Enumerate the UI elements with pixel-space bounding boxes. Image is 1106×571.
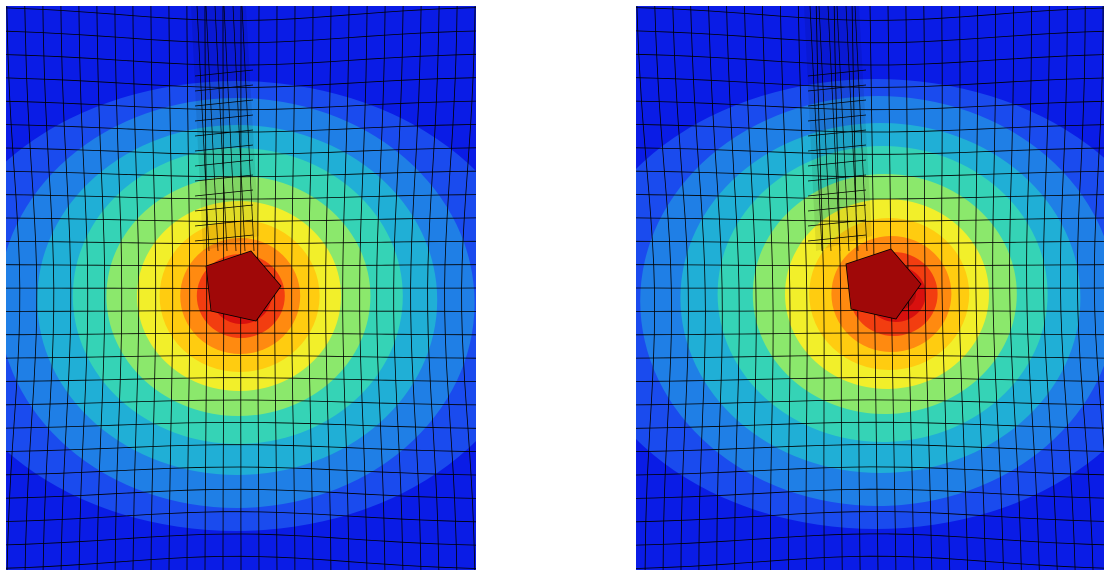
mesh-line-horizontal	[6, 77, 476, 88]
notch-mesh-line	[194, 69, 254, 77]
notch-mesh-line	[807, 99, 867, 107]
notch-mesh-line	[223, 6, 237, 252]
notch-mesh-line	[807, 129, 867, 137]
notch-mesh-line	[827, 6, 841, 252]
notch-mesh-line	[807, 234, 867, 242]
contour-panel-left	[6, 6, 476, 570]
notch-mesh	[194, 6, 255, 252]
mesh-line-horizontal	[636, 170, 1104, 178]
notch-mesh-line	[809, 6, 823, 252]
contour-plot-left	[6, 6, 476, 570]
mesh-line-horizontal	[6, 355, 476, 359]
notch-mesh-line	[194, 174, 254, 182]
hotspot-core	[205, 250, 282, 322]
mesh-grid	[6, 6, 476, 570]
mesh-line-horizontal	[6, 147, 476, 155]
mesh-line-horizontal	[6, 240, 476, 245]
notch-mesh-line	[241, 6, 255, 252]
notch-mesh	[807, 6, 868, 252]
mesh-line-horizontal	[6, 194, 476, 200]
mesh-line-horizontal	[636, 147, 1104, 155]
mesh-line-horizontal	[6, 332, 476, 336]
notch-mesh-line	[194, 234, 254, 242]
notch-mesh-line	[194, 219, 254, 227]
mesh-line-horizontal	[636, 124, 1104, 133]
mesh-line-horizontal	[636, 444, 1104, 452]
mesh-line-horizontal	[6, 7, 476, 21]
notch-mesh-line	[194, 144, 254, 152]
mesh-line-horizontal	[6, 399, 476, 406]
notch-mesh-line	[836, 6, 850, 252]
notch-mesh-line	[807, 159, 867, 167]
mesh-line-horizontal	[636, 377, 1104, 382]
notch-mesh-line	[214, 6, 228, 252]
mesh-line-horizontal	[636, 421, 1104, 429]
contour-plot-right	[636, 6, 1104, 570]
notch-mesh-line	[194, 204, 254, 212]
mesh-line-horizontal	[6, 444, 476, 452]
notch-mesh-line	[807, 69, 867, 77]
mesh-line-horizontal	[636, 332, 1104, 336]
notch-mesh-line	[807, 189, 867, 197]
mesh-line-horizontal	[6, 53, 476, 66]
notch-mesh-line	[854, 6, 868, 252]
mesh-line-horizontal	[636, 7, 1104, 21]
mesh-line-horizontal	[636, 488, 1104, 499]
mesh-line-horizontal	[636, 511, 1104, 523]
notch-mesh-line	[194, 189, 254, 197]
mesh-line-horizontal	[636, 53, 1104, 66]
mesh-line-horizontal	[6, 466, 476, 476]
mesh-line-horizontal	[636, 77, 1104, 88]
mesh-line-horizontal	[636, 399, 1104, 406]
notch-mesh-line	[194, 114, 254, 122]
notch-mesh-line	[194, 84, 254, 92]
contour-panel-right	[636, 6, 1104, 570]
notch-mesh-line	[845, 6, 859, 252]
mesh-line-horizontal	[636, 555, 1104, 569]
mesh-line-horizontal	[6, 422, 476, 429]
notch-mesh-line	[194, 129, 254, 137]
mesh-line-horizontal	[636, 217, 1104, 222]
notch-mesh-line	[818, 6, 832, 252]
mesh-line-horizontal	[636, 354, 1104, 359]
mesh-line-horizontal	[6, 533, 476, 546]
mesh-line-horizontal	[636, 194, 1104, 200]
notch-mesh-line	[196, 6, 210, 252]
mesh-line-horizontal	[6, 488, 476, 499]
notch-mesh-line	[807, 219, 867, 227]
mesh-line-horizontal	[6, 555, 476, 569]
mesh-line-horizontal	[636, 100, 1104, 111]
mesh-line-horizontal	[6, 377, 476, 382]
notch-mesh-line	[807, 204, 867, 212]
notch-mesh-line	[194, 159, 254, 167]
mesh-line-horizontal	[6, 30, 476, 44]
mesh-grid	[636, 6, 1104, 570]
notch-mesh-line	[205, 6, 219, 252]
mesh-line-horizontal	[636, 533, 1104, 546]
notch-mesh-line	[194, 99, 254, 107]
mesh-line-horizontal	[6, 511, 476, 523]
notch-mesh-line	[807, 174, 867, 182]
mesh-line-horizontal	[636, 466, 1104, 476]
hotspot-core	[845, 248, 922, 320]
notch-mesh-line	[807, 144, 867, 152]
notch-mesh-line	[807, 114, 867, 122]
mesh-line-horizontal	[6, 124, 476, 133]
notch-mesh-line	[232, 6, 246, 252]
mesh-line-horizontal	[636, 240, 1104, 244]
notch-mesh-line	[807, 84, 867, 92]
mesh-line-horizontal	[636, 30, 1104, 44]
mesh-line-horizontal	[6, 100, 476, 111]
mesh-line-horizontal	[6, 170, 476, 178]
